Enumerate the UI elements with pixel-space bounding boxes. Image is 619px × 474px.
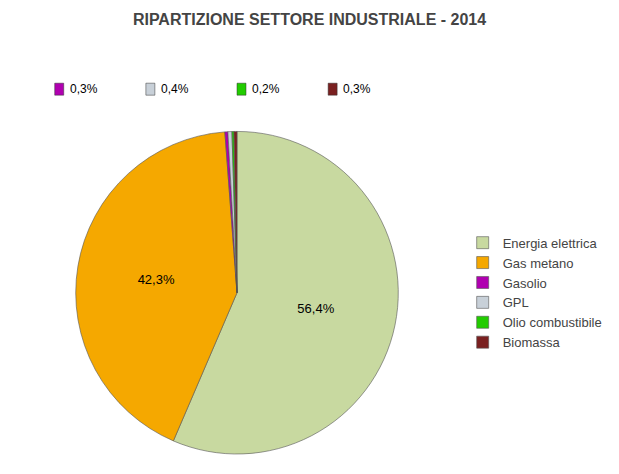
svg-text:Olio combustibile: Olio combustibile [503,315,602,330]
svg-text:Biomassa: Biomassa [503,335,561,350]
svg-text:0,3%: 0,3% [343,82,371,96]
svg-text:Energia elettrica: Energia elettrica [503,236,598,251]
svg-text:0,2%: 0,2% [252,82,280,96]
svg-text:Gas metano: Gas metano [503,256,574,271]
svg-text:0,3%: 0,3% [70,82,98,96]
svg-text:Gasolio: Gasolio [503,276,547,291]
svg-text:RIPARTIZIONE SETTORE INDUSTRIA: RIPARTIZIONE SETTORE INDUSTRIALE - 2014 [133,11,486,28]
svg-text:42,3%: 42,3% [138,272,175,287]
svg-text:GPL: GPL [503,295,529,310]
svg-text:0,4%: 0,4% [161,82,189,96]
svg-text:56,4%: 56,4% [297,301,334,316]
